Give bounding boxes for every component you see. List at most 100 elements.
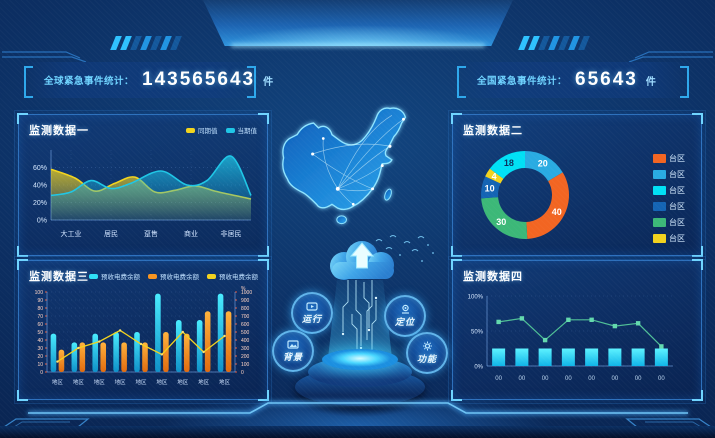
legend-item: 预收电费余额 [89, 271, 140, 281]
panel-monitor-2: 监测数据二 20 40 30 10 4 18 台区 台区 台区 台区 台区 台区 [448, 110, 706, 260]
line-series [498, 317, 662, 347]
svg-text:50%: 50% [471, 330, 484, 336]
bar [79, 342, 86, 372]
svg-text:地区: 地区 [156, 378, 168, 386]
svg-text:800: 800 [241, 306, 250, 312]
bar [175, 320, 182, 372]
legend-label: 当期值 [237, 128, 258, 135]
header-stripes-left [110, 36, 183, 50]
bar [561, 348, 575, 366]
legend-label: 台区 [669, 153, 685, 163]
counter-national-label: 全国紧急事件统计： [477, 76, 568, 87]
donut-slice [525, 151, 563, 182]
line-marker [566, 317, 571, 322]
svg-text:900: 900 [241, 298, 250, 304]
donut-value-label: 20 [538, 159, 548, 169]
bar [631, 348, 645, 366]
legend-item: 同期值 [186, 125, 218, 135]
bar [492, 348, 506, 366]
run-icon [306, 301, 318, 311]
locate-button[interactable]: 定位 [384, 295, 426, 337]
function-button-label: 功能 [416, 354, 437, 364]
donut-value-label: 30 [496, 217, 506, 227]
legend-swatch-icon [225, 127, 235, 133]
svg-text:00: 00 [612, 376, 619, 382]
counter-national-value: 65643 [575, 69, 638, 90]
svg-text:30: 30 [37, 346, 43, 352]
bar [654, 348, 668, 366]
bracket-left-icon [457, 66, 466, 98]
panel2-title: 监测数据二 [463, 125, 523, 137]
panel1-title: 监测数据一 [29, 125, 89, 137]
panel4-title: 监测数据四 [463, 271, 523, 283]
taiwan [384, 188, 392, 201]
svg-text:40%: 40% [33, 183, 47, 190]
svg-text:100: 100 [241, 362, 250, 368]
donut-value-label: 4 [492, 171, 497, 181]
panel1-legend: 同期值 当期值 [186, 125, 257, 135]
bar [163, 332, 169, 372]
header-banner [203, 0, 513, 46]
svg-text:700: 700 [241, 314, 250, 320]
line-marker [589, 317, 594, 322]
panel2-donut-chart: 20 40 30 10 4 18 [481, 151, 569, 239]
footer-band [0, 426, 715, 438]
svg-text:00: 00 [588, 376, 595, 382]
legend-item: 台区 [653, 185, 685, 196]
svg-text:00: 00 [565, 376, 572, 382]
svg-text:地区: 地区 [177, 378, 189, 386]
svg-text:20: 20 [37, 354, 43, 360]
bar [608, 348, 622, 366]
bar [585, 348, 599, 366]
network-arcs [312, 115, 404, 205]
function-button[interactable]: 功能 [406, 332, 448, 374]
donut-slice [489, 151, 525, 179]
top-right-corner-lines [628, 51, 713, 62]
counter-global: 全球紧急事件统计： 143565643 件 [24, 62, 273, 98]
line-series [50, 155, 252, 197]
svg-text:00: 00 [542, 376, 549, 382]
svg-text:趸售: 趸售 [144, 229, 158, 238]
legend-label: 台区 [669, 201, 685, 211]
svg-text:00: 00 [658, 376, 665, 382]
svg-text:70: 70 [37, 314, 43, 320]
panel3-title: 监测数据三 [29, 271, 89, 283]
legend-item: 预收电费余额 [148, 271, 199, 281]
donut-slice [526, 172, 569, 239]
svg-text:0%: 0% [474, 365, 483, 371]
bar [225, 311, 232, 372]
legend-item: 预收电费余额 [207, 271, 258, 281]
legend-item: 台区 [653, 201, 685, 212]
svg-text:地区: 地区 [135, 378, 147, 386]
svg-text:00: 00 [635, 376, 642, 382]
bar [113, 332, 119, 372]
svg-text:00: 00 [495, 376, 502, 382]
light-beam [328, 280, 392, 358]
legend-swatch-icon [653, 185, 666, 195]
run-button[interactable]: 运行 [291, 292, 333, 334]
bracket-right-icon [680, 66, 689, 98]
legend-label: 同期值 [198, 128, 218, 135]
bar [92, 333, 99, 372]
svg-text:200: 200 [241, 354, 250, 360]
counter-global-unit: 件 [263, 76, 274, 88]
birds-icon [375, 235, 434, 262]
svg-text:0: 0 [241, 370, 244, 376]
bar [515, 348, 529, 366]
background-button[interactable]: 背景 [272, 330, 314, 372]
line-marker [659, 344, 664, 349]
legend-item: 台区 [653, 233, 685, 244]
panel4-line-chart: 0% 50% 100% 00 00 00 00 00 00 00 00 [468, 295, 673, 382]
bar [58, 349, 65, 372]
svg-text:300: 300 [241, 346, 250, 352]
svg-text:地区: 地区 [198, 378, 210, 386]
legend-swatch-icon [207, 273, 216, 279]
svg-text:非居民: 非居民 [221, 229, 242, 238]
cloud-upload-icon [330, 241, 394, 280]
svg-text:00: 00 [519, 376, 526, 382]
bar [121, 342, 127, 372]
donut-value-label: 40 [552, 207, 562, 217]
svg-text:0: 0 [40, 370, 43, 376]
svg-text:400: 400 [241, 338, 250, 344]
legend-label: 台区 [669, 169, 685, 179]
